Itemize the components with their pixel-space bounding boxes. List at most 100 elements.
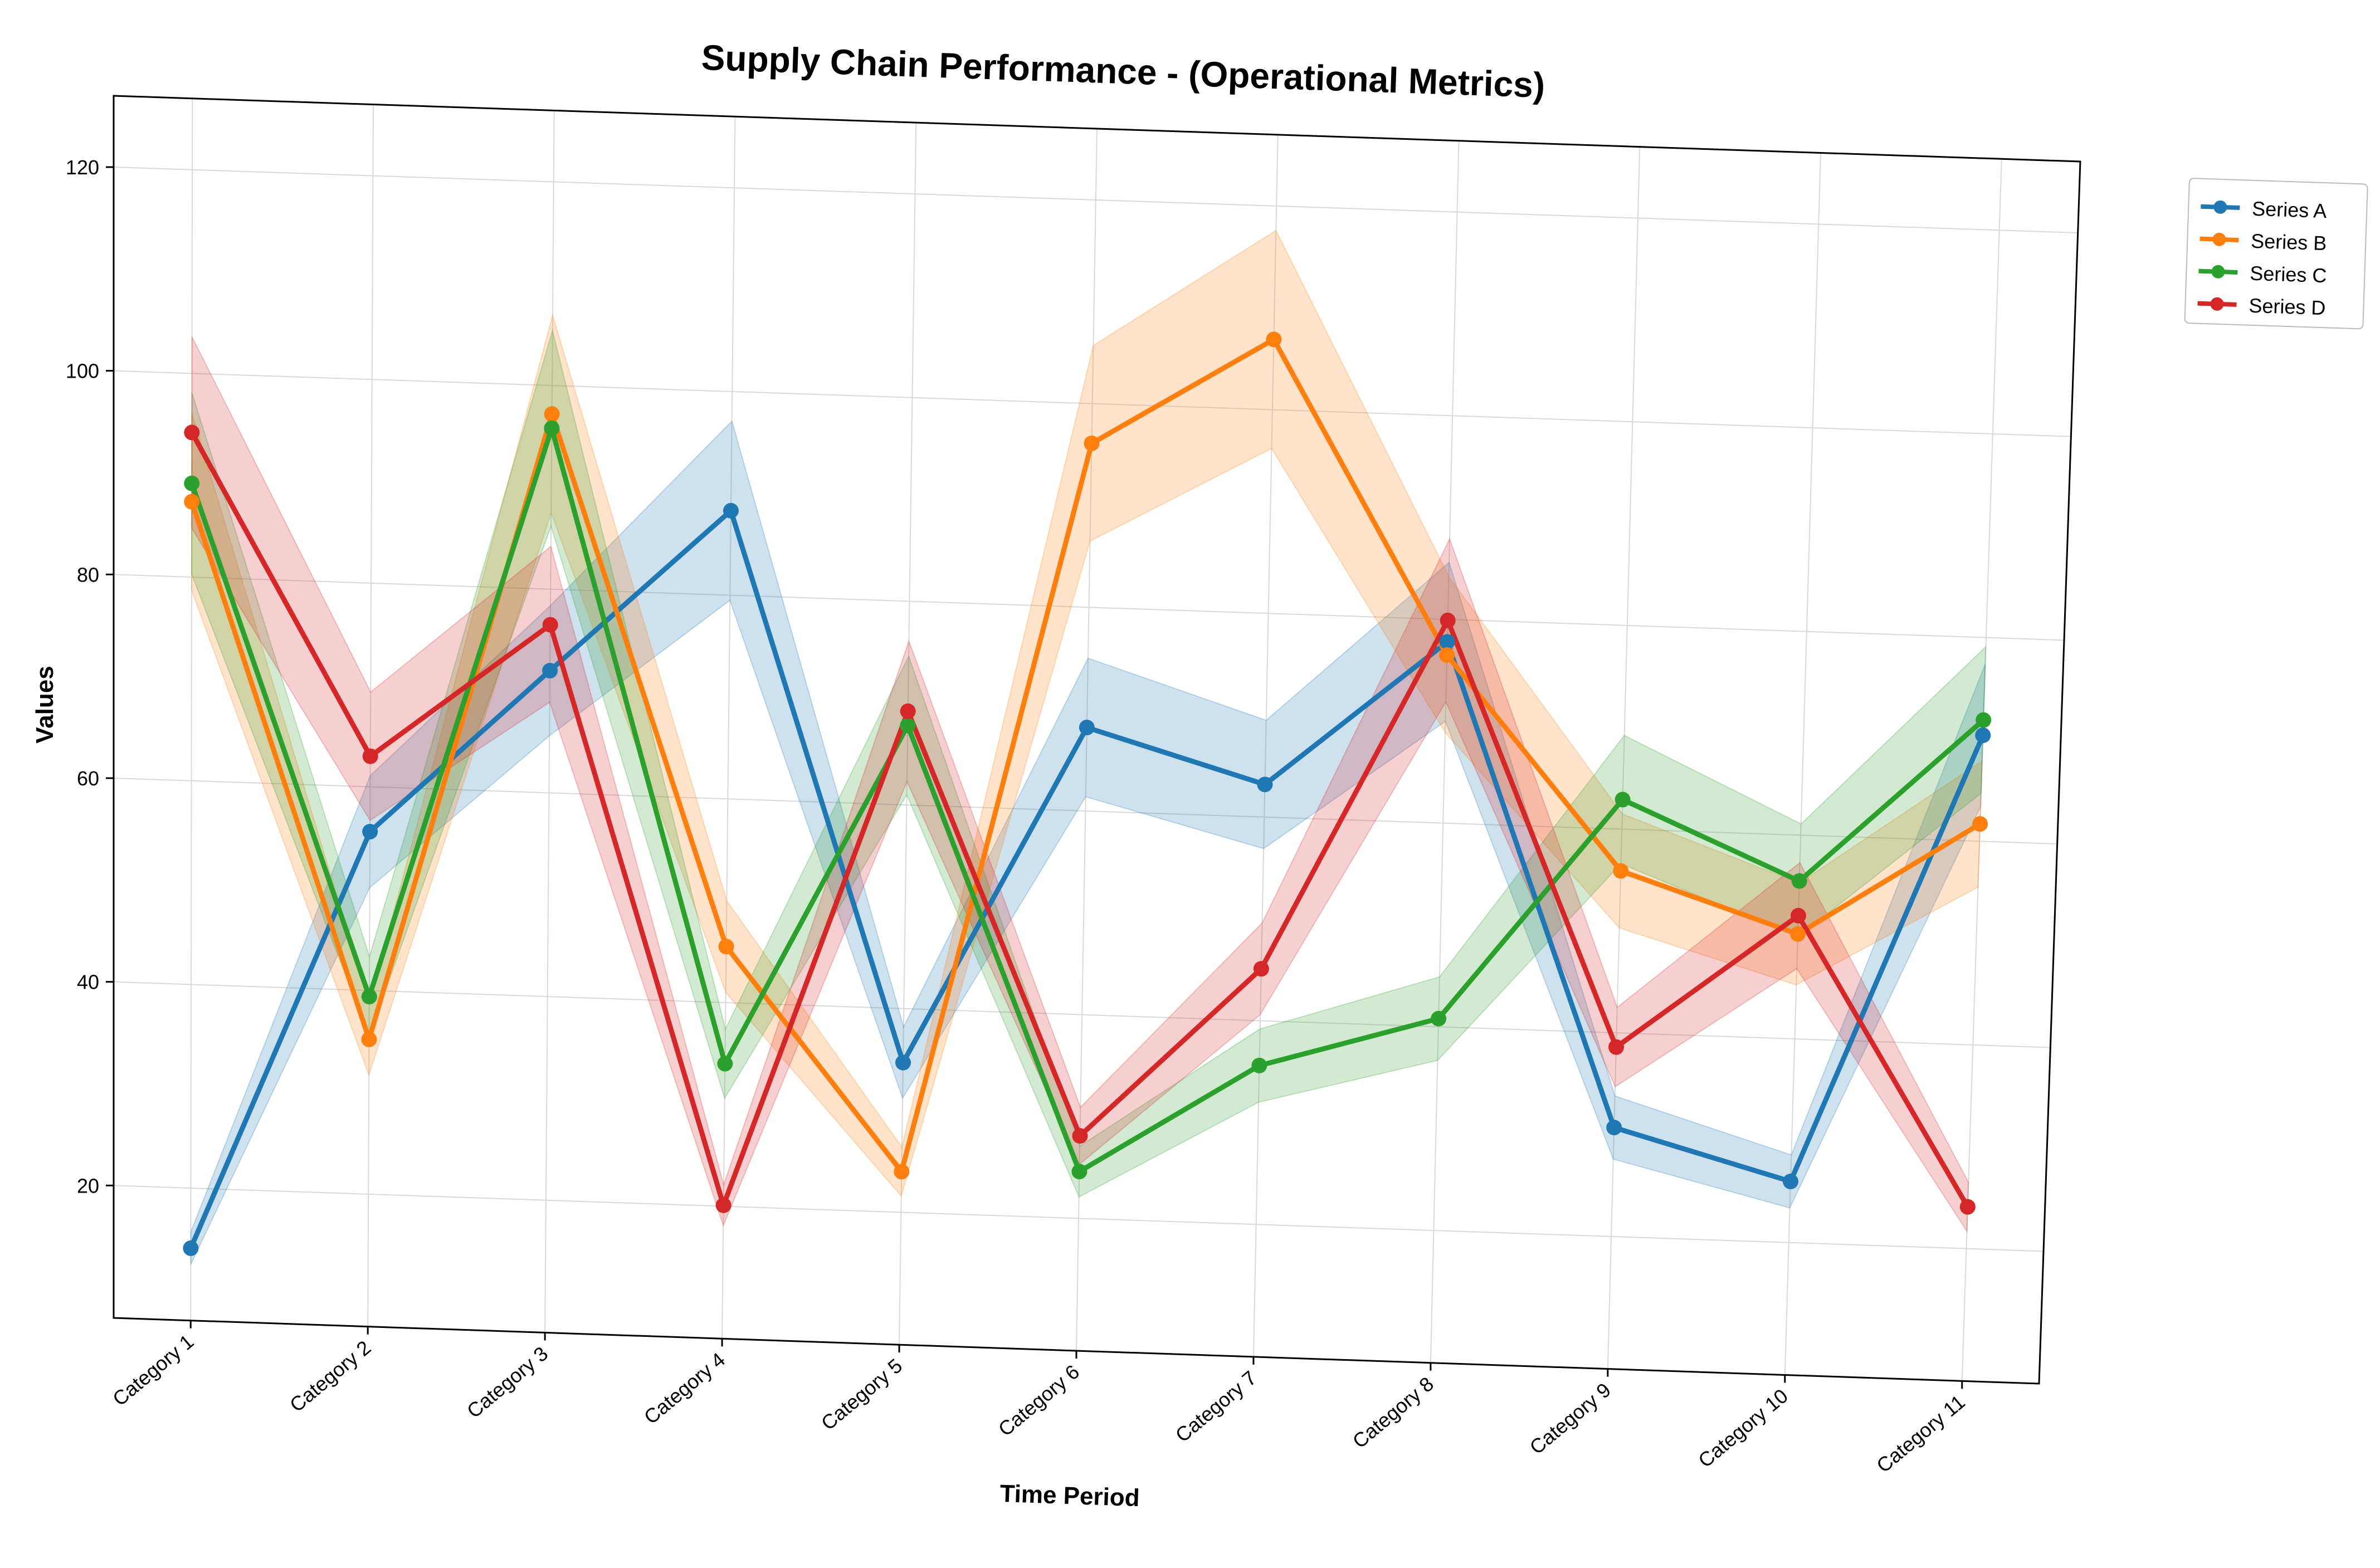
point-series-c-9 bbox=[1615, 792, 1631, 808]
point-series-a-3 bbox=[542, 663, 558, 679]
y-axis-ticks: 20 40 60 80 100 120 bbox=[66, 156, 114, 1197]
point-series-c-7 bbox=[1251, 1057, 1267, 1073]
band-series-a bbox=[190, 420, 1986, 1265]
legend-label: Series D bbox=[2249, 294, 2326, 320]
point-series-c-10 bbox=[1791, 873, 1807, 889]
y-axis-label: Values bbox=[31, 666, 58, 743]
point-series-b-3 bbox=[544, 406, 560, 422]
legend-marker bbox=[2212, 232, 2226, 246]
legend-entry-series-b: Series B bbox=[2199, 229, 2327, 255]
legend-marker bbox=[2211, 265, 2225, 279]
grid bbox=[113, 98, 2078, 1381]
grid-line-x bbox=[367, 104, 374, 1327]
point-series-d-10 bbox=[1790, 907, 1806, 924]
point-series-d-4 bbox=[715, 1197, 731, 1213]
x-tick-label: Category 9 bbox=[1525, 1378, 1615, 1459]
legend-entry-series-c: Series C bbox=[2198, 262, 2327, 287]
point-series-c-8 bbox=[1431, 1010, 1447, 1027]
point-series-b-7 bbox=[1266, 331, 1282, 348]
x-tick-label: Category 4 bbox=[640, 1348, 729, 1429]
point-series-a-6 bbox=[1079, 720, 1095, 736]
data-points bbox=[183, 331, 1992, 1256]
x-axis-label: Time Period bbox=[999, 1480, 1140, 1512]
y-tick-label: 40 bbox=[77, 971, 99, 994]
grid-line-x bbox=[899, 123, 917, 1345]
legend: Series A Series B Series C Series D bbox=[2184, 178, 2368, 330]
point-series-d-2 bbox=[362, 748, 378, 764]
point-series-c-3 bbox=[544, 420, 560, 436]
point-series-a-2 bbox=[362, 824, 378, 840]
plot-frame bbox=[113, 95, 2081, 1385]
point-series-a-4 bbox=[723, 502, 739, 519]
x-tick-label: Category 7 bbox=[1171, 1366, 1261, 1447]
point-series-b-11 bbox=[1972, 816, 1988, 832]
legend-label: Series A bbox=[2252, 197, 2327, 222]
legend-label: Series C bbox=[2250, 262, 2327, 287]
uncertainty-bands bbox=[190, 229, 1987, 1265]
legend-label: Series B bbox=[2251, 229, 2327, 255]
point-series-a-1 bbox=[183, 1240, 199, 1256]
point-series-c-11 bbox=[1976, 712, 1992, 728]
point-series-d-5 bbox=[900, 703, 916, 719]
point-series-b-10 bbox=[1789, 926, 1806, 942]
point-series-b-2 bbox=[361, 1031, 377, 1047]
grid-line-x bbox=[1607, 146, 1641, 1369]
point-series-a-5 bbox=[895, 1054, 911, 1071]
point-series-b-9 bbox=[1613, 863, 1629, 879]
point-series-d-9 bbox=[1608, 1039, 1624, 1055]
x-tick-label: Category 6 bbox=[994, 1360, 1084, 1441]
point-series-b-1 bbox=[184, 494, 200, 510]
band-series-c bbox=[191, 328, 1987, 1198]
x-tick-label: Category 5 bbox=[817, 1354, 906, 1435]
legend-entry-series-d: Series D bbox=[2197, 294, 2326, 320]
legend-entry-series-a: Series A bbox=[2201, 197, 2327, 222]
point-series-d-3 bbox=[542, 617, 558, 633]
x-tick-label: Category 11 bbox=[1872, 1390, 1969, 1477]
grid-line-x bbox=[544, 110, 555, 1333]
legend-marker bbox=[2210, 297, 2224, 311]
grid-line-x bbox=[1076, 128, 1098, 1351]
grid-line-x bbox=[1784, 153, 1822, 1375]
point-series-d-7 bbox=[1253, 961, 1269, 977]
point-series-d-1 bbox=[184, 424, 200, 441]
grid-line-x bbox=[1430, 140, 1460, 1363]
y-tick-label: 60 bbox=[77, 767, 99, 790]
point-series-a-9 bbox=[1606, 1120, 1622, 1136]
point-series-c-4 bbox=[717, 1056, 733, 1072]
y-tick-label: 120 bbox=[66, 156, 99, 179]
point-series-b-6 bbox=[1084, 435, 1100, 451]
y-tick-label: 20 bbox=[77, 1174, 99, 1197]
chart-title: Supply Chain Performance - (Operational … bbox=[701, 37, 1546, 105]
point-series-a-7 bbox=[1257, 776, 1273, 793]
point-series-b-5 bbox=[894, 1164, 910, 1180]
point-series-d-6 bbox=[1072, 1128, 1088, 1144]
point-series-c-6 bbox=[1071, 1164, 1087, 1180]
point-series-d-8 bbox=[1440, 612, 1456, 628]
point-series-b-4 bbox=[718, 939, 734, 955]
point-series-c-5 bbox=[900, 717, 916, 734]
point-series-a-11 bbox=[1975, 727, 1991, 744]
y-tick-label: 80 bbox=[77, 563, 99, 586]
point-series-c-1 bbox=[184, 475, 200, 491]
point-series-b-8 bbox=[1439, 647, 1455, 663]
legend-marker bbox=[2213, 200, 2227, 214]
grid-line-x bbox=[1961, 159, 2002, 1381]
x-tick-label: Category 1 bbox=[108, 1330, 198, 1410]
band-series-d bbox=[191, 336, 1969, 1233]
x-tick-label: Category 2 bbox=[285, 1336, 375, 1416]
point-series-a-8 bbox=[1439, 634, 1455, 650]
grid-line-x bbox=[190, 98, 193, 1321]
legend-box bbox=[2184, 178, 2368, 330]
x-tick-label: Category 10 bbox=[1694, 1384, 1792, 1472]
x-tick-label: Category 8 bbox=[1348, 1372, 1438, 1453]
x-tick-label: Category 3 bbox=[462, 1342, 552, 1423]
y-tick-label: 100 bbox=[66, 360, 99, 383]
band-series-b bbox=[191, 229, 1983, 1198]
grid-line-x bbox=[721, 116, 736, 1339]
point-series-c-2 bbox=[361, 989, 377, 1005]
point-series-d-11 bbox=[1959, 1199, 1976, 1215]
point-series-a-10 bbox=[1782, 1174, 1798, 1190]
x-axis-ticks: Category 1 Category 2 Category 3 Category 4… bbox=[108, 1320, 1969, 1477]
